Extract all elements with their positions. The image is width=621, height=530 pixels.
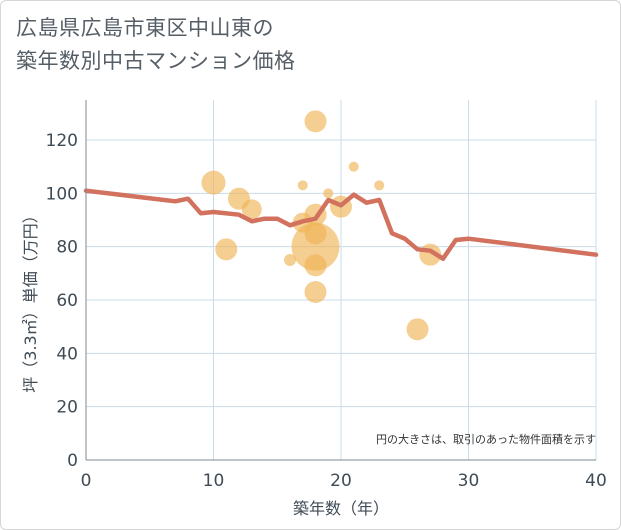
bubbles [201,110,442,341]
y-tick-label-2: 40 [56,344,78,364]
bubble-1 [215,238,238,261]
y-tick-label-3: 60 [56,291,78,311]
chart-title-line-2: 築年数別中古マンション価格 [16,49,296,73]
chart-title: 広島県広島市東区中山東の 築年数別中古マンション価格 [16,12,576,78]
bubble-3 [241,199,262,220]
bubble-7 [304,110,327,133]
bubble-15 [348,161,359,172]
bubble-13 [323,188,334,199]
x-axis-label: 築年数（年） [293,499,389,518]
bubble-16 [374,180,385,191]
x-tick-label-3: 30 [458,471,480,491]
x-tick-label-0: 0 [81,471,92,491]
axes: 0 20 40 60 80 100 120 0 10 20 30 40 [46,100,607,491]
x-tick-label-1: 10 [203,471,225,491]
chart-title-line-1: 広島県広島市東区中山東の [16,16,274,40]
bubble-5 [297,180,308,191]
y-axis-label: 坪（3.3㎡）単価（万円） [21,207,40,392]
bubble-size-note: 円の大きさは、取引のあった物件面積を示す [376,432,596,446]
y-tick-label-1: 20 [56,398,78,418]
bubble-0 [201,170,226,195]
bubble-12 [304,281,327,303]
average-price-line-0 [83,188,599,261]
y-tick-label-5: 100 [46,184,78,204]
y-tick-label-0: 0 [67,451,78,471]
bubble-4 [284,254,296,266]
bubble-11 [304,254,327,277]
bubble-17 [406,318,429,341]
y-tick-label-6: 120 [46,131,78,151]
grid-lines [86,100,597,460]
y-tick-label-4: 80 [56,238,78,258]
bubble-10 [291,222,340,271]
x-tick-label-4: 40 [585,471,607,491]
average-line [83,188,599,261]
x-tick-label-2: 20 [330,471,352,491]
